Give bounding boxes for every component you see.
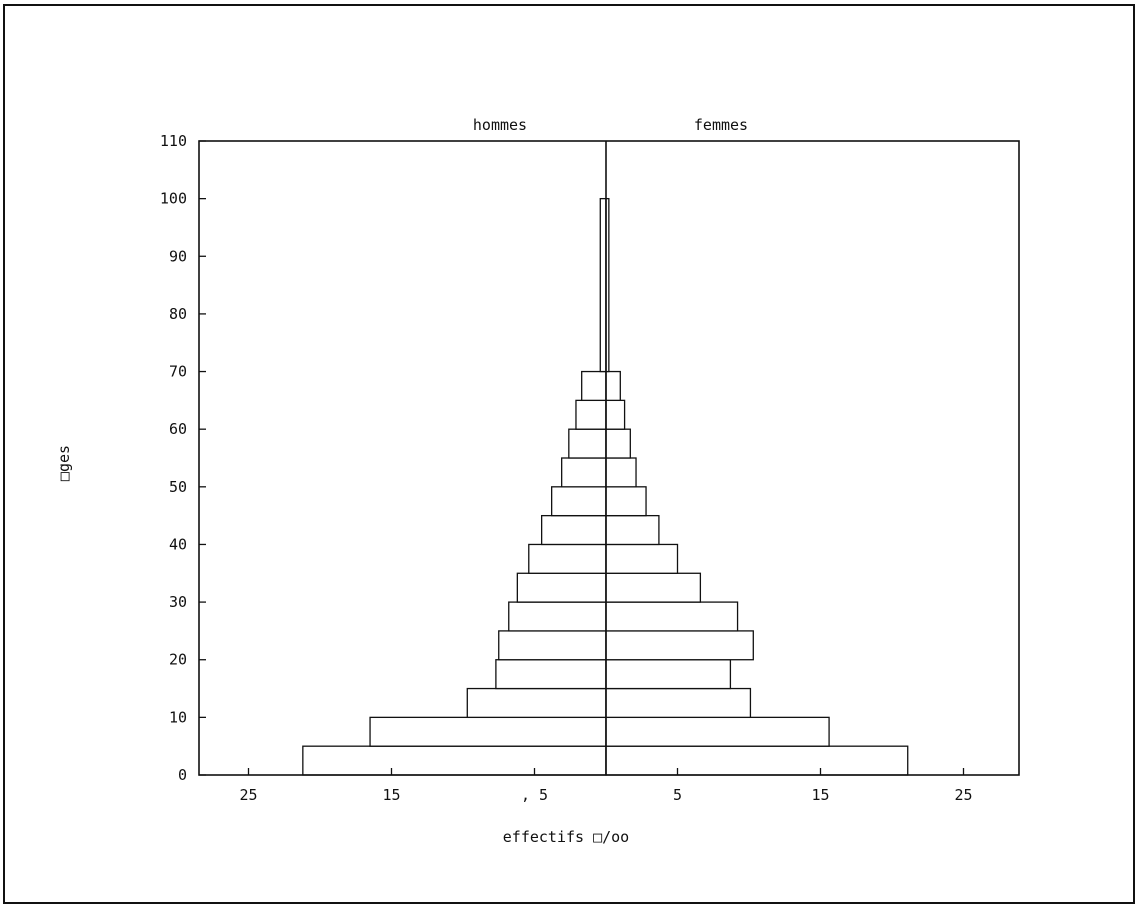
ticks-layer: 0 10 20 30 40 50 60 70 80 90 100 110 25 15 , 5 5 15 25	[160, 132, 973, 804]
bar-femmes-10-15	[605, 687, 752, 719]
y-tick-label-10: 10	[169, 708, 187, 726]
bar-femmes-5-10	[605, 716, 830, 747]
bar-hommes-35-40	[528, 543, 607, 574]
bar-femmes-0-5	[605, 745, 909, 776]
y-tick-label-30: 30	[169, 593, 187, 611]
x-tick-label--15: 15	[382, 786, 400, 804]
bar-femmes-15-20	[605, 659, 732, 690]
bar-hommes-15-20	[495, 659, 607, 690]
population-pyramid-chart: 0 10 20 30 40 50 60 70 80 90 100 110 25 15 , 5 5 15 25 ho…	[55, 116, 1020, 846]
x-tick-label--25: 25	[239, 786, 257, 804]
bar-hommes-25-30	[508, 601, 607, 632]
bars-layer	[302, 197, 909, 776]
figure-frame: 0 10 20 30 40 50 60 70 80 90 100 110 25 15 , 5 5 15 25 ho…	[3, 4, 1135, 904]
y-tick-label-40: 40	[169, 535, 187, 553]
plot-area-border	[198, 140, 1020, 776]
x-axis-label: effectifs □/oo	[503, 828, 629, 846]
axes-layer	[198, 140, 1020, 776]
y-tick-label-70: 70	[169, 363, 187, 381]
bar-hommes-65-70	[581, 370, 607, 402]
y-tick-label-0: 0	[178, 766, 187, 784]
bar-hommes-60-65	[575, 399, 607, 430]
bar-hommes-10-15	[466, 687, 607, 719]
bar-hommes-30-35	[516, 572, 607, 603]
left-series-label: hommes	[473, 116, 527, 134]
bar-femmes-60-65	[605, 399, 626, 430]
bar-hommes-70-100	[599, 197, 607, 373]
bar-femmes-25-30	[605, 601, 739, 632]
bar-femmes-55-60	[605, 428, 631, 459]
bar-hommes-55-60	[568, 428, 607, 459]
x-tick-label--5: , 5	[521, 786, 548, 804]
y-tick-label-60: 60	[169, 420, 187, 438]
bar-hommes-20-25	[498, 630, 607, 661]
bar-femmes-50-55	[605, 457, 637, 488]
y-tick-label-90: 90	[169, 247, 187, 265]
bar-hommes-50-55	[561, 457, 607, 488]
bar-femmes-40-45	[605, 514, 660, 546]
y-tick-label-110: 110	[160, 132, 187, 150]
bar-femmes-65-70	[605, 370, 621, 402]
bar-hommes-45-50	[551, 486, 607, 517]
y-tick-label-80: 80	[169, 305, 187, 323]
bar-femmes-20-25	[605, 630, 754, 661]
bar-femmes-35-40	[605, 543, 679, 574]
x-tick-label-5: 5	[673, 786, 682, 804]
right-series-label: femmes	[694, 116, 748, 134]
x-tick-label-15: 15	[811, 786, 829, 804]
y-axis-label: □ges	[55, 445, 73, 481]
y-tick-label-100: 100	[160, 190, 187, 208]
bar-hommes-5-10	[369, 716, 607, 747]
bar-hommes-40-45	[541, 514, 607, 546]
bar-hommes-0-5	[302, 745, 607, 776]
y-tick-label-20: 20	[169, 651, 187, 669]
bar-femmes-45-50	[605, 486, 647, 517]
y-tick-label-50: 50	[169, 478, 187, 496]
x-tick-label-25: 25	[954, 786, 972, 804]
bar-femmes-30-35	[605, 572, 702, 603]
